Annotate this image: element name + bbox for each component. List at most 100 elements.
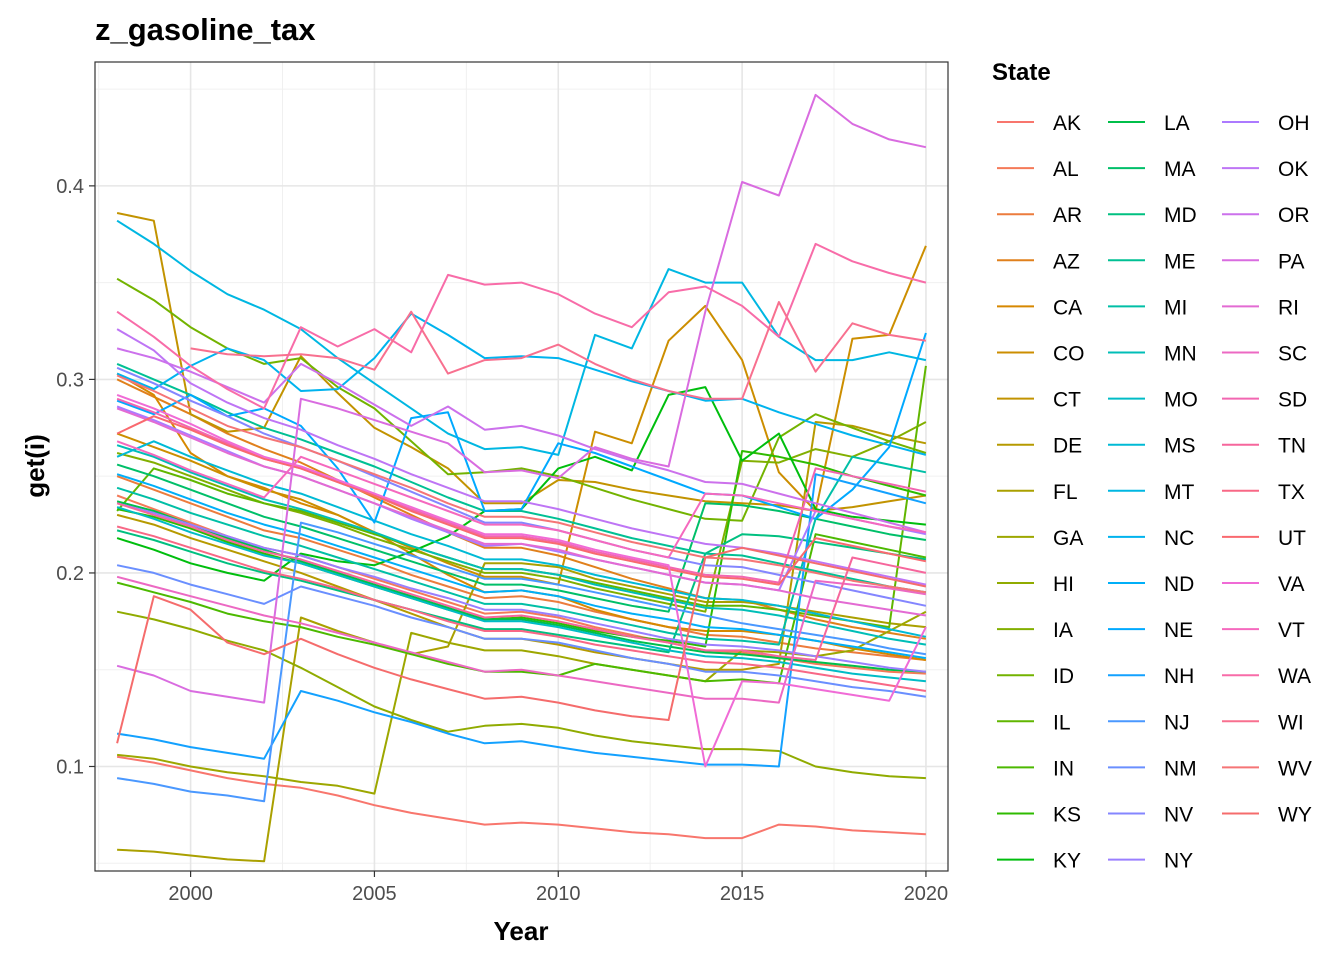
- legend-label-il: IL: [1053, 711, 1071, 734]
- series-line-ar: [116, 475, 927, 661]
- legend-title: State: [992, 59, 1051, 86]
- legend-label-ca: CA: [1053, 296, 1082, 319]
- series-line-hi: [116, 610, 926, 780]
- legend-label-nv: NV: [1164, 804, 1193, 827]
- x-axis-title: Year: [494, 916, 549, 946]
- series-line-ri: [116, 407, 927, 617]
- series-line-id: [116, 277, 927, 522]
- x-tick-label-0: 2000: [168, 883, 213, 905]
- legend-label-nd: ND: [1164, 573, 1194, 596]
- legend-label-me: ME: [1164, 250, 1196, 273]
- series-line-ak: [116, 755, 926, 840]
- legend-label-mn: MN: [1164, 343, 1197, 366]
- y-tick-label-1: 0.2: [56, 563, 84, 585]
- y-tick-label-0: 0.1: [56, 756, 84, 778]
- x-tick-label-3: 2015: [720, 883, 765, 905]
- legend-label-ma: MA: [1164, 158, 1196, 181]
- series-line-nv: [116, 366, 927, 607]
- legend-label-wi: WI: [1278, 711, 1304, 734]
- series-line-ok: [116, 328, 927, 586]
- legend-label-mi: MI: [1164, 296, 1187, 319]
- legend-label-co: CO: [1053, 343, 1085, 366]
- legend-label-oh: OH: [1278, 112, 1310, 135]
- legend-label-va: VA: [1278, 573, 1304, 596]
- legend-label-nj: NJ: [1164, 711, 1190, 734]
- legend-label-ny: NY: [1164, 850, 1193, 873]
- legend-label-mt: MT: [1164, 481, 1194, 504]
- series-line-tx: [116, 525, 927, 692]
- legend-label-hi: HI: [1053, 573, 1074, 596]
- series-line-co: [116, 245, 927, 586]
- y-tick-label-2: 0.3: [56, 369, 84, 391]
- legend-label-in: IN: [1053, 757, 1074, 780]
- legend-label-ar: AR: [1053, 204, 1082, 227]
- series-line-wa: [116, 242, 927, 410]
- series-line-ct: [116, 212, 927, 512]
- legend-label-ms: MS: [1164, 435, 1196, 458]
- legend-label-ut: UT: [1278, 527, 1306, 550]
- legend-label-ok: OK: [1278, 158, 1308, 181]
- legend-label-ks: KS: [1053, 804, 1081, 827]
- legend-label-ri: RI: [1278, 296, 1299, 319]
- series-line-ms: [116, 440, 927, 638]
- series-line-ut: [116, 415, 927, 586]
- series-line-ga: [116, 610, 927, 795]
- legend-label-la: LA: [1164, 112, 1190, 135]
- legend-label-fl: FL: [1053, 481, 1078, 504]
- legend-label-az: AZ: [1053, 250, 1080, 273]
- series-line-nd: [116, 473, 927, 660]
- panel-border: [94, 61, 949, 872]
- legend-label-wa: WA: [1278, 665, 1311, 688]
- series-line-md: [116, 529, 927, 654]
- y-tick-label-3: 0.4: [56, 176, 84, 198]
- series-line-ma: [116, 463, 927, 613]
- x-tick-label-2: 2010: [536, 883, 581, 905]
- series-line-ne: [116, 332, 927, 524]
- x-tick-label-1: 2005: [352, 883, 397, 905]
- legend-label-md: MD: [1164, 204, 1197, 227]
- legend-label-nh: NH: [1164, 665, 1194, 688]
- series-line-va: [116, 393, 927, 768]
- series-line-az: [116, 378, 927, 640]
- series-line-tn: [116, 502, 927, 661]
- series-line-nj: [116, 521, 927, 803]
- series-lines: [116, 93, 927, 863]
- legend-label-vt: VT: [1278, 619, 1305, 642]
- legend: AK AL AR AZ CA CO CT DE FL GA HI IA ID IL IN KS KY LA MA MD…: [997, 112, 1312, 873]
- series-line-or: [116, 347, 927, 534]
- legend-label-ne: NE: [1164, 619, 1193, 642]
- series-line-sc: [116, 575, 927, 704]
- legend-label-or: OR: [1278, 204, 1310, 227]
- legend-label-al: AL: [1053, 158, 1079, 181]
- legend-label-ct: CT: [1053, 389, 1081, 412]
- chart-title: z_gasoline_tax: [95, 12, 316, 47]
- legend-label-sd: SD: [1278, 389, 1307, 412]
- legend-label-wv: WV: [1278, 757, 1312, 780]
- series-line-mn: [116, 444, 927, 646]
- series-line-wi: [190, 301, 927, 400]
- legend-label-sc: SC: [1278, 343, 1307, 366]
- legend-label-ia: IA: [1053, 619, 1073, 642]
- x-tick-label-4: 2020: [904, 883, 949, 905]
- legend-label-nm: NM: [1164, 757, 1197, 780]
- legend-label-tn: TN: [1278, 435, 1306, 458]
- legend-label-ky: KY: [1053, 850, 1081, 873]
- legend-label-ak: AK: [1053, 112, 1081, 135]
- legend-label-de: DE: [1053, 435, 1082, 458]
- series-line-wv: [116, 374, 927, 594]
- legend-label-id: ID: [1053, 665, 1074, 688]
- y-axis-title: get(i): [20, 434, 50, 498]
- series-line-wy: [116, 546, 927, 744]
- legend-label-pa: PA: [1278, 250, 1304, 273]
- legend-label-mo: MO: [1164, 389, 1198, 412]
- series-line-mi: [116, 455, 927, 646]
- legend-label-ga: GA: [1053, 527, 1083, 550]
- legend-label-tx: TX: [1278, 481, 1305, 504]
- series-line-nm: [116, 564, 927, 698]
- series-line-ny: [116, 502, 927, 673]
- y-axis: 0.1 0.2 0.3 0.4: [56, 176, 95, 778]
- series-line-vt: [116, 440, 927, 559]
- legend-label-nc: NC: [1164, 527, 1194, 550]
- series-line-in: [116, 533, 927, 685]
